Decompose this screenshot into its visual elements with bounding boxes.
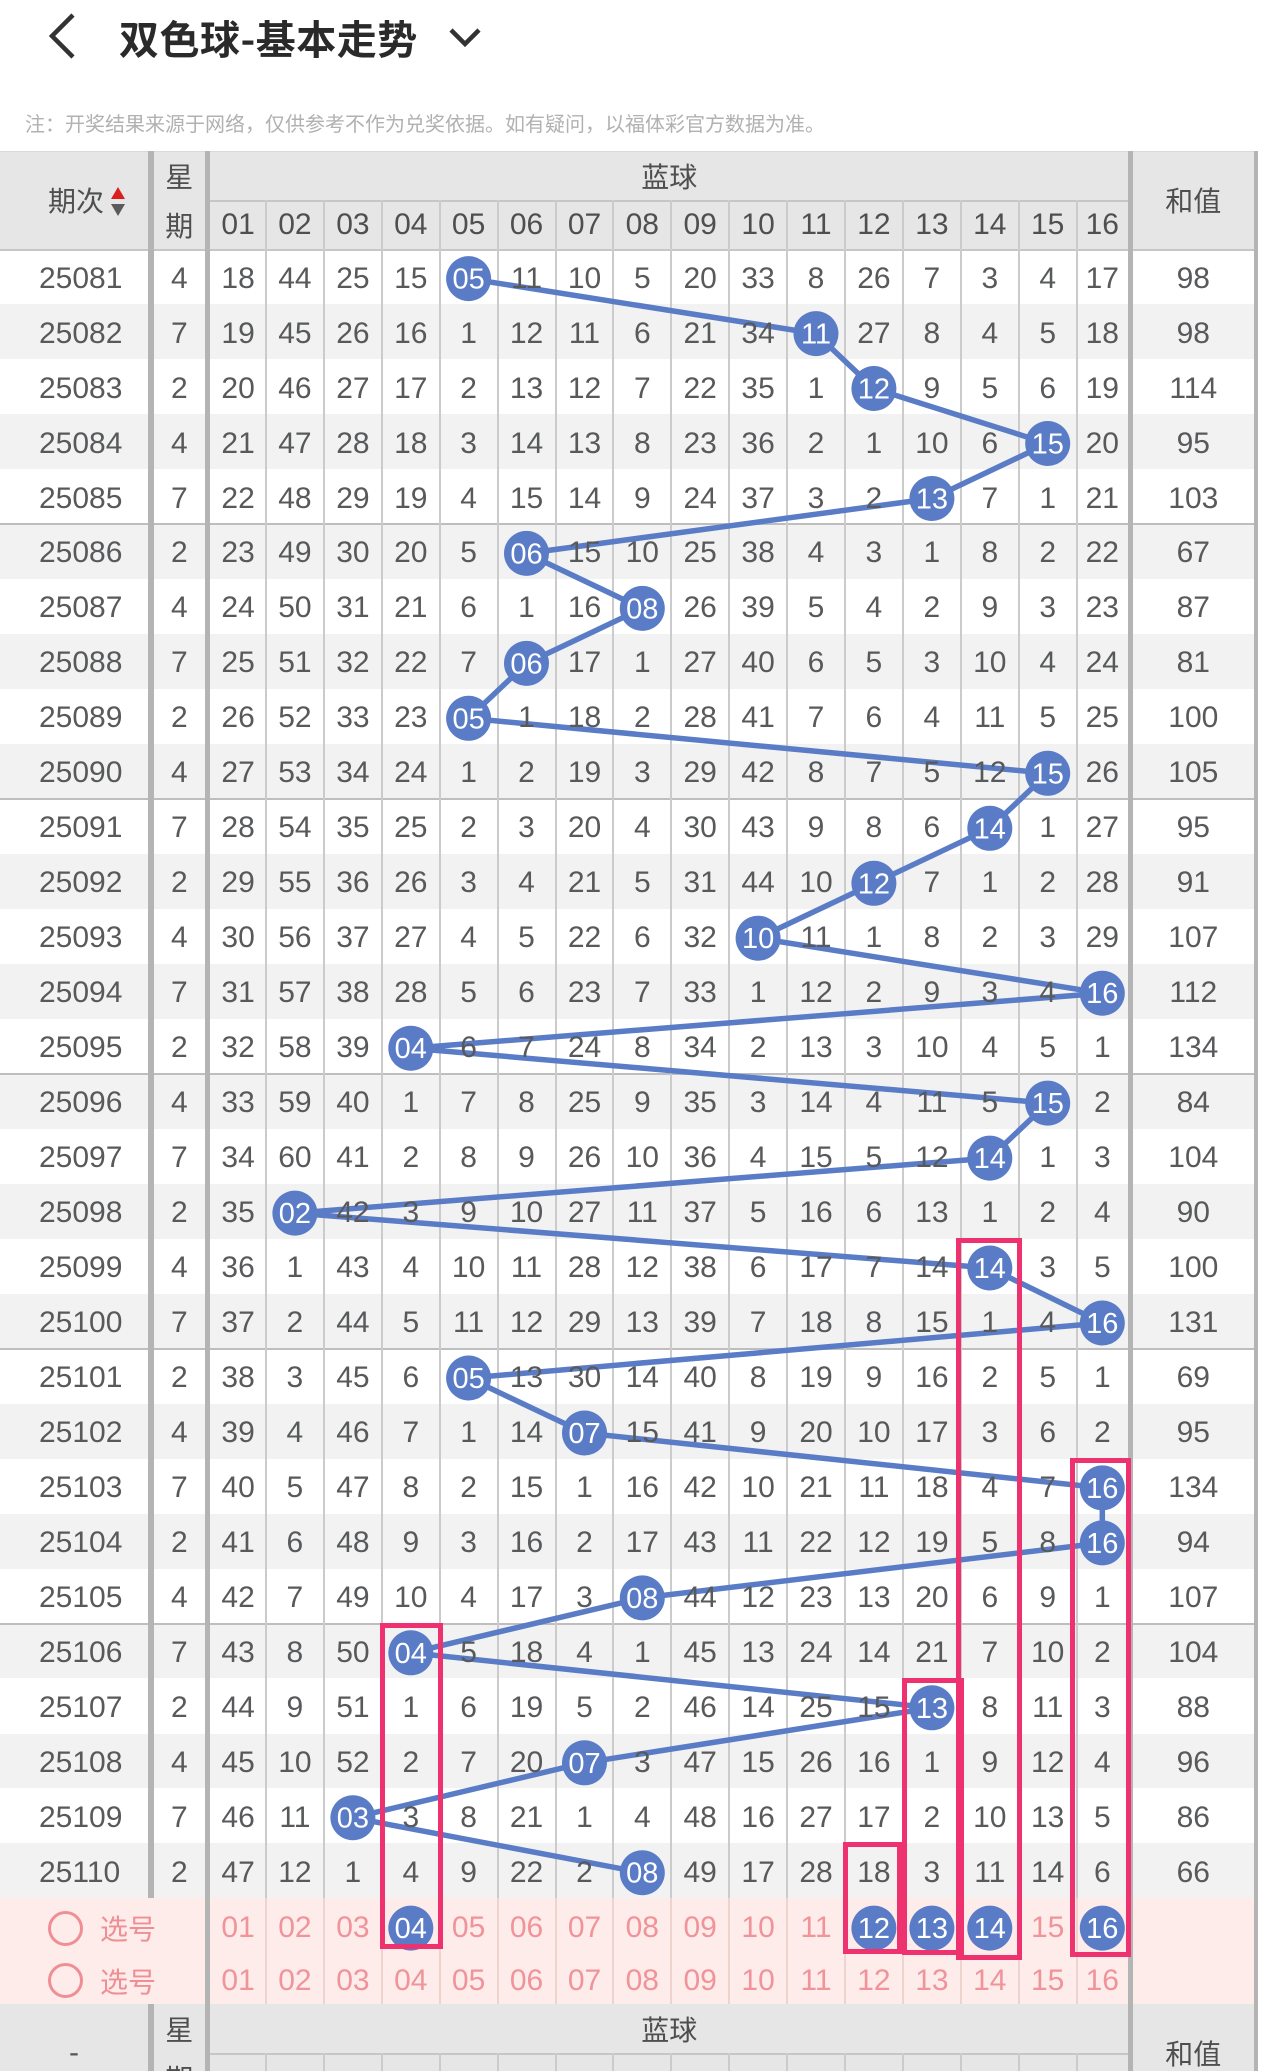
svg-text:16: 16 — [1086, 1528, 1118, 1560]
svg-text:05: 05 — [452, 264, 484, 296]
svg-text:14: 14 — [974, 1143, 1006, 1175]
svg-text:04: 04 — [395, 1638, 427, 1670]
svg-text:11: 11 — [801, 319, 831, 351]
svg-text:16: 16 — [1086, 1473, 1118, 1505]
svg-text:08: 08 — [626, 1858, 658, 1890]
svg-text:08: 08 — [626, 1583, 658, 1615]
svg-text:16: 16 — [1086, 1308, 1118, 1340]
svg-text:03: 03 — [337, 1803, 369, 1835]
svg-text:14: 14 — [974, 813, 1006, 845]
svg-text:16: 16 — [1086, 978, 1118, 1010]
svg-text:14: 14 — [974, 1253, 1006, 1285]
svg-text:12: 12 — [858, 374, 890, 406]
svg-text:14: 14 — [974, 1913, 1006, 1945]
svg-text:10: 10 — [742, 923, 774, 955]
svg-text:05: 05 — [452, 703, 484, 735]
svg-text:06: 06 — [510, 648, 542, 680]
svg-text:04: 04 — [395, 1033, 427, 1065]
svg-text:05: 05 — [452, 1363, 484, 1395]
svg-text:16: 16 — [1086, 1913, 1118, 1945]
svg-text:15: 15 — [1032, 758, 1064, 790]
svg-text:15: 15 — [1032, 429, 1064, 461]
svg-text:12: 12 — [858, 868, 890, 900]
svg-text:06: 06 — [510, 538, 542, 570]
svg-text:08: 08 — [626, 593, 658, 625]
svg-text:13: 13 — [916, 484, 948, 516]
svg-text:13: 13 — [916, 1913, 948, 1945]
svg-text:07: 07 — [568, 1748, 600, 1780]
svg-text:07: 07 — [568, 1418, 600, 1450]
svg-text:02: 02 — [279, 1198, 311, 1230]
svg-text:13: 13 — [916, 1693, 948, 1725]
svg-text:04: 04 — [395, 1913, 427, 1945]
svg-text:12: 12 — [858, 1913, 890, 1945]
svg-text:15: 15 — [1032, 1088, 1064, 1120]
